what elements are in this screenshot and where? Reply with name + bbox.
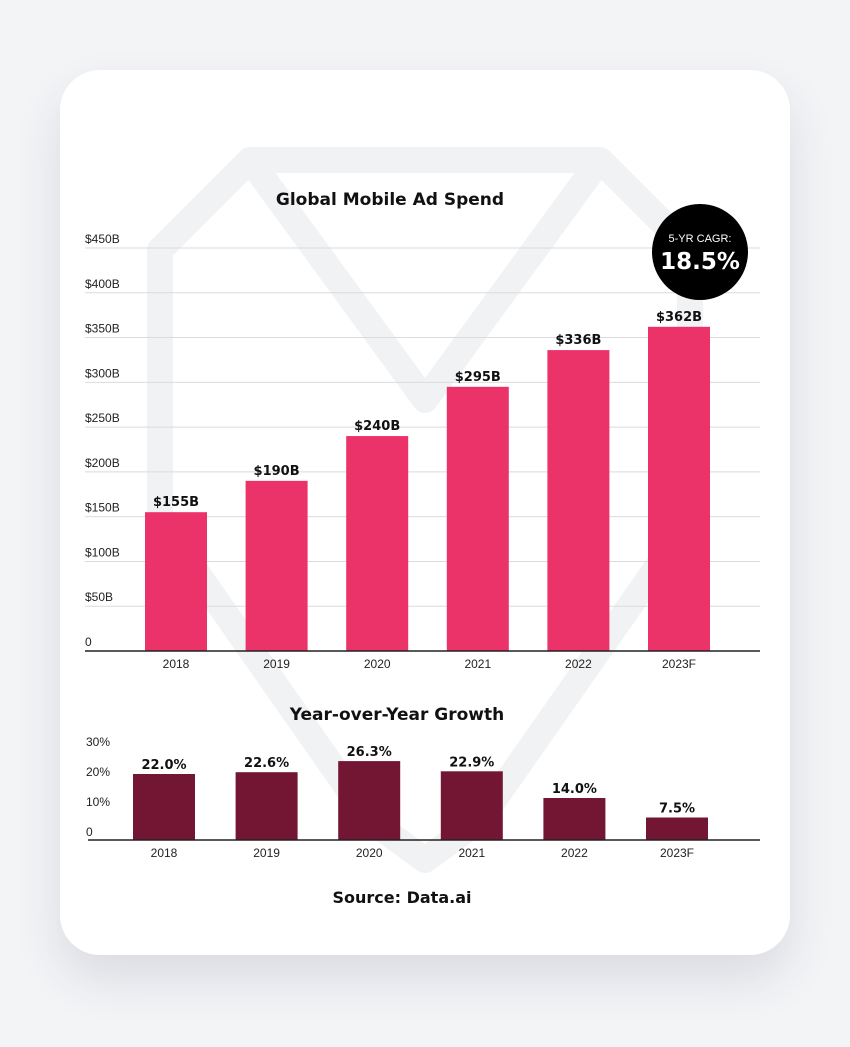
spend-bar [648, 326, 710, 651]
growth-y-tick-label: 20% [86, 765, 110, 779]
growth-bar [646, 817, 708, 840]
growth-y-tick-label: 30% [86, 735, 110, 749]
spend-y-tick-label: 0 [85, 635, 92, 649]
spend-chart-title: Global Mobile Ad Spend [276, 190, 504, 210]
spend-bar [547, 350, 610, 651]
spend-x-tick-label: 2023F [662, 657, 696, 671]
growth-y-tick-label: 10% [86, 795, 110, 809]
cagr-badge: 5-YR CAGR: 18.5% [652, 204, 748, 300]
spend-y-tick-label: $250B [85, 411, 120, 425]
spend-x-tick-label: 2018 [163, 657, 190, 671]
spend-bar [245, 480, 308, 651]
growth-value-label: 22.6% [244, 756, 289, 771]
spend-value-label: $336B [555, 333, 601, 348]
growth-value-labels: 22.0% 22.6% 26.3% 22.9% 14.0% 7.5% [141, 745, 695, 816]
growth-y-tick-label: 0 [86, 825, 93, 839]
cagr-badge-circle [652, 204, 748, 300]
spend-y-tick-label: $50B [85, 590, 113, 604]
spend-x-tick-label: 2021 [464, 657, 491, 671]
growth-bar [133, 774, 195, 840]
spend-bar [346, 436, 409, 651]
spend-value-label: $240B [354, 419, 400, 434]
spend-value-label: $190B [254, 464, 300, 479]
source-note: Source: Data.ai [333, 888, 472, 907]
growth-value-label: 7.5% [659, 802, 695, 817]
spend-y-tick-label: $200B [85, 456, 120, 470]
background-logo-watermark [147, 147, 703, 873]
spend-y-tick-label: $450B [85, 232, 120, 246]
spend-value-labels: $155B $190B $240B $295B $336B $362B [153, 310, 702, 510]
spend-bars [145, 326, 710, 651]
cagr-badge-value: 18.5% [660, 249, 740, 275]
growth-bar [338, 761, 401, 840]
growth-bars [133, 761, 708, 840]
spend-x-tick-label: 2022 [565, 657, 592, 671]
growth-x-tick-label: 2022 [561, 846, 588, 860]
growth-bar [543, 798, 606, 840]
spend-x-axis: 2018 2019 2020 2021 2022 2023F [163, 657, 696, 671]
growth-x-tick-label: 2019 [253, 846, 280, 860]
spend-y-tick-label: $350B [85, 322, 120, 336]
growth-x-tick-label: 2020 [356, 846, 383, 860]
spend-x-tick-label: 2019 [263, 657, 290, 671]
spend-value-label: $155B [153, 495, 199, 510]
growth-y-axis: 0 10% 20% 30% [86, 735, 110, 839]
growth-bar [440, 771, 503, 840]
growth-x-tick-label: 2023F [660, 846, 694, 860]
spend-bar [145, 512, 207, 651]
spend-y-axis: 0 $50B $100B $150B $200B $250B $300B $350B $400B… [85, 232, 120, 649]
growth-bar [235, 772, 298, 840]
growth-value-label: 22.9% [449, 755, 494, 770]
spend-x-tick-label: 2020 [364, 657, 391, 671]
spend-y-tick-label: $100B [85, 545, 120, 559]
growth-x-tick-label: 2021 [458, 846, 485, 860]
growth-x-tick-label: 2018 [151, 846, 178, 860]
growth-value-label: 22.0% [141, 758, 186, 773]
spend-bar [446, 386, 509, 651]
spend-value-label: $362B [656, 310, 702, 325]
growth-value-label: 14.0% [552, 782, 597, 797]
spend-y-tick-label: $400B [85, 277, 120, 291]
cagr-badge-label: 5-YR CAGR: [669, 233, 732, 245]
spend-value-label: $295B [455, 370, 501, 385]
spend-y-tick-label: $300B [85, 366, 120, 380]
spend-y-tick-label: $150B [85, 501, 120, 515]
growth-x-axis: 2018 2019 2020 2021 2022 2023F [151, 846, 694, 860]
growth-chart-title: Year-over-Year Growth [289, 705, 504, 725]
growth-value-label: 26.3% [347, 745, 392, 760]
